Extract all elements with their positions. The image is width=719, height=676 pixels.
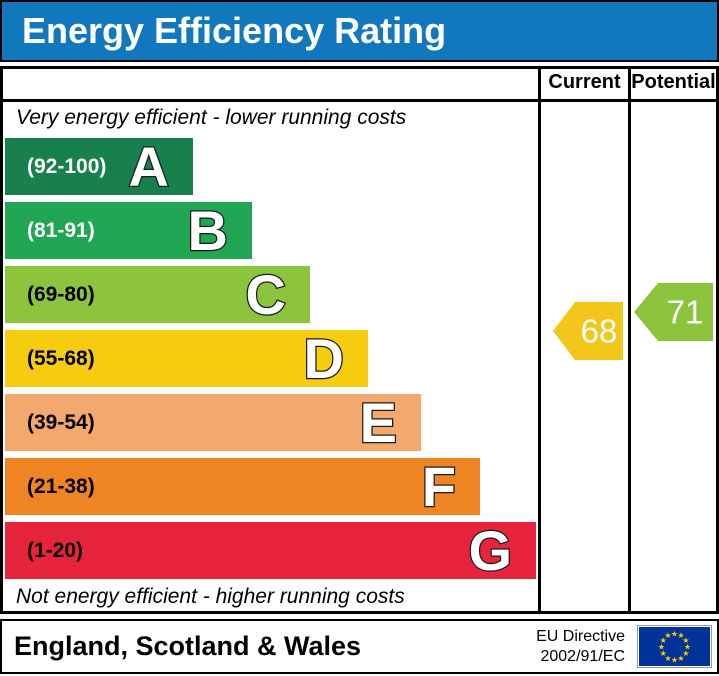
svg-text:★: ★	[660, 636, 667, 645]
band-b-range: (81-91)	[27, 218, 95, 242]
band-e-range: (39-54)	[27, 410, 95, 434]
svg-text:★: ★	[677, 654, 684, 663]
potential-column-divider	[628, 66, 631, 614]
svg-text:★: ★	[684, 643, 691, 652]
svg-text:★: ★	[671, 656, 678, 665]
band-g-range: (1-20)	[27, 538, 84, 562]
band-a-letter: A	[127, 134, 170, 198]
svg-text:★: ★	[658, 643, 665, 652]
svg-text:★: ★	[660, 649, 667, 658]
band-g-letter: G	[467, 518, 513, 582]
band-b-letter: B	[186, 198, 229, 262]
current-arrow-shape	[553, 302, 623, 360]
eu-directive-line1: EU Directive	[536, 628, 625, 645]
band-f: (21-38) F	[5, 454, 480, 518]
band-e-letter: E	[358, 390, 398, 454]
band-d-range: (55-68)	[27, 346, 95, 370]
band-b: (81-91) B	[5, 198, 252, 262]
svg-text:★: ★	[664, 631, 671, 640]
eu-flag-icon: ★ ★ ★ ★ ★ ★ ★ ★ ★ ★ ★ ★	[637, 625, 712, 668]
current-column-header: Current	[548, 71, 621, 93]
svg-text:★: ★	[677, 631, 684, 640]
svg-text:★: ★	[682, 649, 689, 658]
band-d: (55-68) D	[5, 326, 368, 390]
svg-text:★: ★	[664, 654, 671, 663]
band-c-letter: C	[244, 262, 287, 326]
footer-region-label: England, Scotland & Wales	[14, 631, 362, 661]
current-column-divider	[538, 66, 541, 614]
potential-arrow-shape	[634, 283, 713, 341]
band-a: (92-100) A	[5, 134, 193, 198]
band-a-range: (92-100)	[27, 154, 107, 178]
header-divider-line	[0, 99, 719, 102]
band-d-letter: D	[302, 326, 345, 390]
top-caption: Very energy efficient - lower running co…	[16, 106, 407, 129]
band-c: (69-80) C	[5, 262, 310, 326]
potential-rating-arrow: 71	[634, 283, 713, 341]
potential-column-header: Potential	[631, 71, 716, 93]
band-c-range: (69-80)	[27, 282, 95, 306]
page-title: Energy Efficiency Rating	[22, 10, 447, 51]
title-bar: Energy Efficiency Rating	[0, 0, 719, 62]
svg-text:★: ★	[671, 630, 678, 639]
eu-flag-stars: ★ ★ ★ ★ ★ ★ ★ ★ ★ ★ ★ ★	[658, 630, 691, 665]
band-e: (39-54) E	[5, 390, 421, 454]
bottom-caption: Not energy efficient - higher running co…	[16, 585, 405, 608]
band-f-range: (21-38)	[27, 474, 95, 498]
current-rating-value: 68	[581, 313, 618, 350]
current-rating-arrow: 68	[553, 302, 623, 360]
eu-directive-label: EU Directive 2002/91/EC	[495, 627, 625, 667]
potential-rating-value: 71	[667, 294, 704, 331]
chart-table-frame	[0, 66, 719, 614]
eu-directive-line2: 2002/91/EC	[540, 648, 625, 665]
band-f-letter: F	[421, 454, 458, 518]
band-g: (1-20) G	[5, 518, 536, 582]
footer-bar	[0, 619, 719, 674]
svg-text:★: ★	[682, 636, 689, 645]
